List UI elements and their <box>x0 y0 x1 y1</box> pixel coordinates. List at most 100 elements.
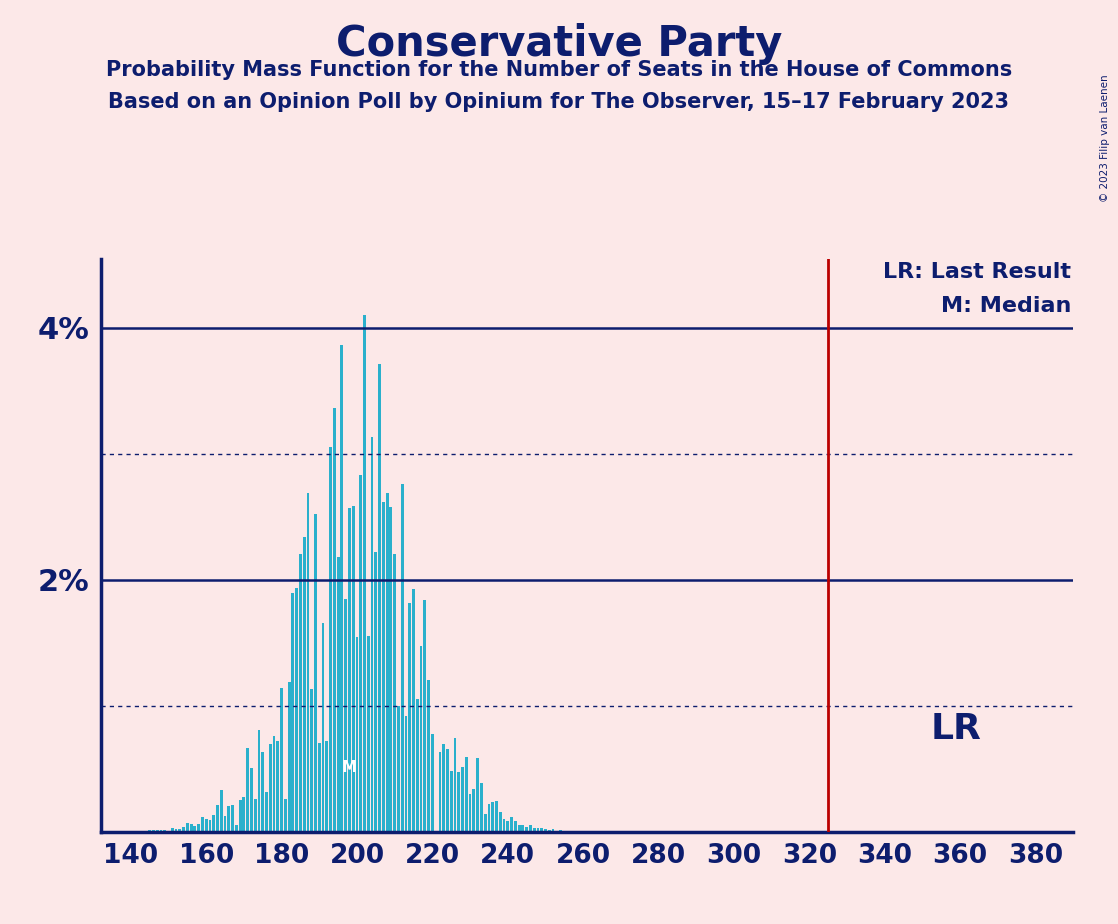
Bar <box>212 815 215 832</box>
Bar <box>359 475 362 832</box>
Bar <box>548 831 551 832</box>
Bar <box>284 799 286 832</box>
Text: M: M <box>342 760 357 775</box>
Bar <box>424 600 426 832</box>
Bar <box>559 831 562 832</box>
Bar <box>239 799 241 832</box>
Bar <box>540 828 543 832</box>
Bar <box>518 825 521 832</box>
Bar <box>205 819 208 832</box>
Text: Probability Mass Function for the Number of Seats in the House of Commons: Probability Mass Function for the Number… <box>106 60 1012 80</box>
Bar <box>457 772 461 832</box>
Bar <box>491 802 494 832</box>
Bar <box>356 638 359 832</box>
Bar <box>382 503 385 832</box>
Bar <box>503 819 505 832</box>
Bar <box>514 821 517 832</box>
Bar <box>295 588 299 832</box>
Bar <box>209 820 211 832</box>
Bar <box>408 602 411 832</box>
Bar <box>454 738 456 832</box>
Bar <box>227 807 230 832</box>
Bar <box>394 554 396 832</box>
Bar <box>367 637 370 832</box>
Bar <box>287 683 291 832</box>
Bar <box>250 768 253 832</box>
Bar <box>149 831 151 832</box>
Bar <box>167 831 170 832</box>
Bar <box>155 831 159 832</box>
Bar <box>179 829 181 832</box>
Bar <box>348 508 351 832</box>
Bar <box>220 790 222 832</box>
Bar <box>246 748 249 832</box>
Text: LR: LR <box>931 711 982 746</box>
Bar <box>311 689 313 832</box>
Bar <box>314 515 316 832</box>
Bar <box>322 623 324 832</box>
Bar <box>235 825 238 832</box>
Bar <box>525 827 528 832</box>
Bar <box>273 736 275 832</box>
Bar <box>193 826 197 832</box>
Bar <box>231 805 234 832</box>
Bar <box>152 830 154 832</box>
Bar <box>325 741 329 832</box>
Bar <box>243 797 245 832</box>
Bar <box>438 752 442 832</box>
Bar <box>303 538 305 832</box>
Bar <box>533 829 536 832</box>
Bar <box>341 345 343 832</box>
Bar <box>299 554 302 832</box>
Bar <box>292 593 294 832</box>
Bar <box>257 730 260 832</box>
Bar <box>182 827 184 832</box>
Text: Based on an Opinion Poll by Opinium for The Observer, 15–17 February 2023: Based on an Opinion Poll by Opinium for … <box>108 92 1010 113</box>
Bar <box>468 794 472 832</box>
Bar <box>306 492 310 832</box>
Bar <box>405 716 407 832</box>
Bar <box>163 830 167 832</box>
Bar <box>386 493 389 832</box>
Bar <box>186 822 189 832</box>
Bar <box>510 818 513 832</box>
Bar <box>499 812 502 832</box>
Bar <box>401 483 404 832</box>
Bar <box>495 801 498 832</box>
Bar <box>461 767 464 832</box>
Bar <box>529 825 532 832</box>
Bar <box>446 749 448 832</box>
Bar <box>416 699 419 832</box>
Bar <box>375 553 377 832</box>
Bar <box>363 315 366 832</box>
Text: M: Median: M: Median <box>941 296 1071 316</box>
Bar <box>160 831 162 832</box>
Bar <box>487 804 491 832</box>
Bar <box>352 505 354 832</box>
Bar <box>190 824 192 832</box>
Bar <box>197 824 200 832</box>
Bar <box>476 758 479 832</box>
Bar <box>224 816 227 832</box>
Bar <box>174 830 178 832</box>
Bar <box>556 831 558 832</box>
Bar <box>443 744 445 832</box>
Bar <box>344 599 347 832</box>
Bar <box>480 784 483 832</box>
Bar <box>216 805 219 832</box>
Bar <box>171 828 173 832</box>
Bar <box>413 589 415 832</box>
Text: Conservative Party: Conservative Party <box>335 23 783 65</box>
Bar <box>329 446 332 832</box>
Bar <box>281 688 283 832</box>
Bar <box>449 771 453 832</box>
Bar <box>262 751 264 832</box>
Bar <box>201 818 203 832</box>
Bar <box>268 745 272 832</box>
Bar <box>318 743 321 832</box>
Bar <box>265 793 268 832</box>
Bar <box>506 821 509 832</box>
Bar <box>397 707 400 832</box>
Bar <box>473 789 475 832</box>
Text: LR: Last Result: LR: Last Result <box>883 261 1071 282</box>
